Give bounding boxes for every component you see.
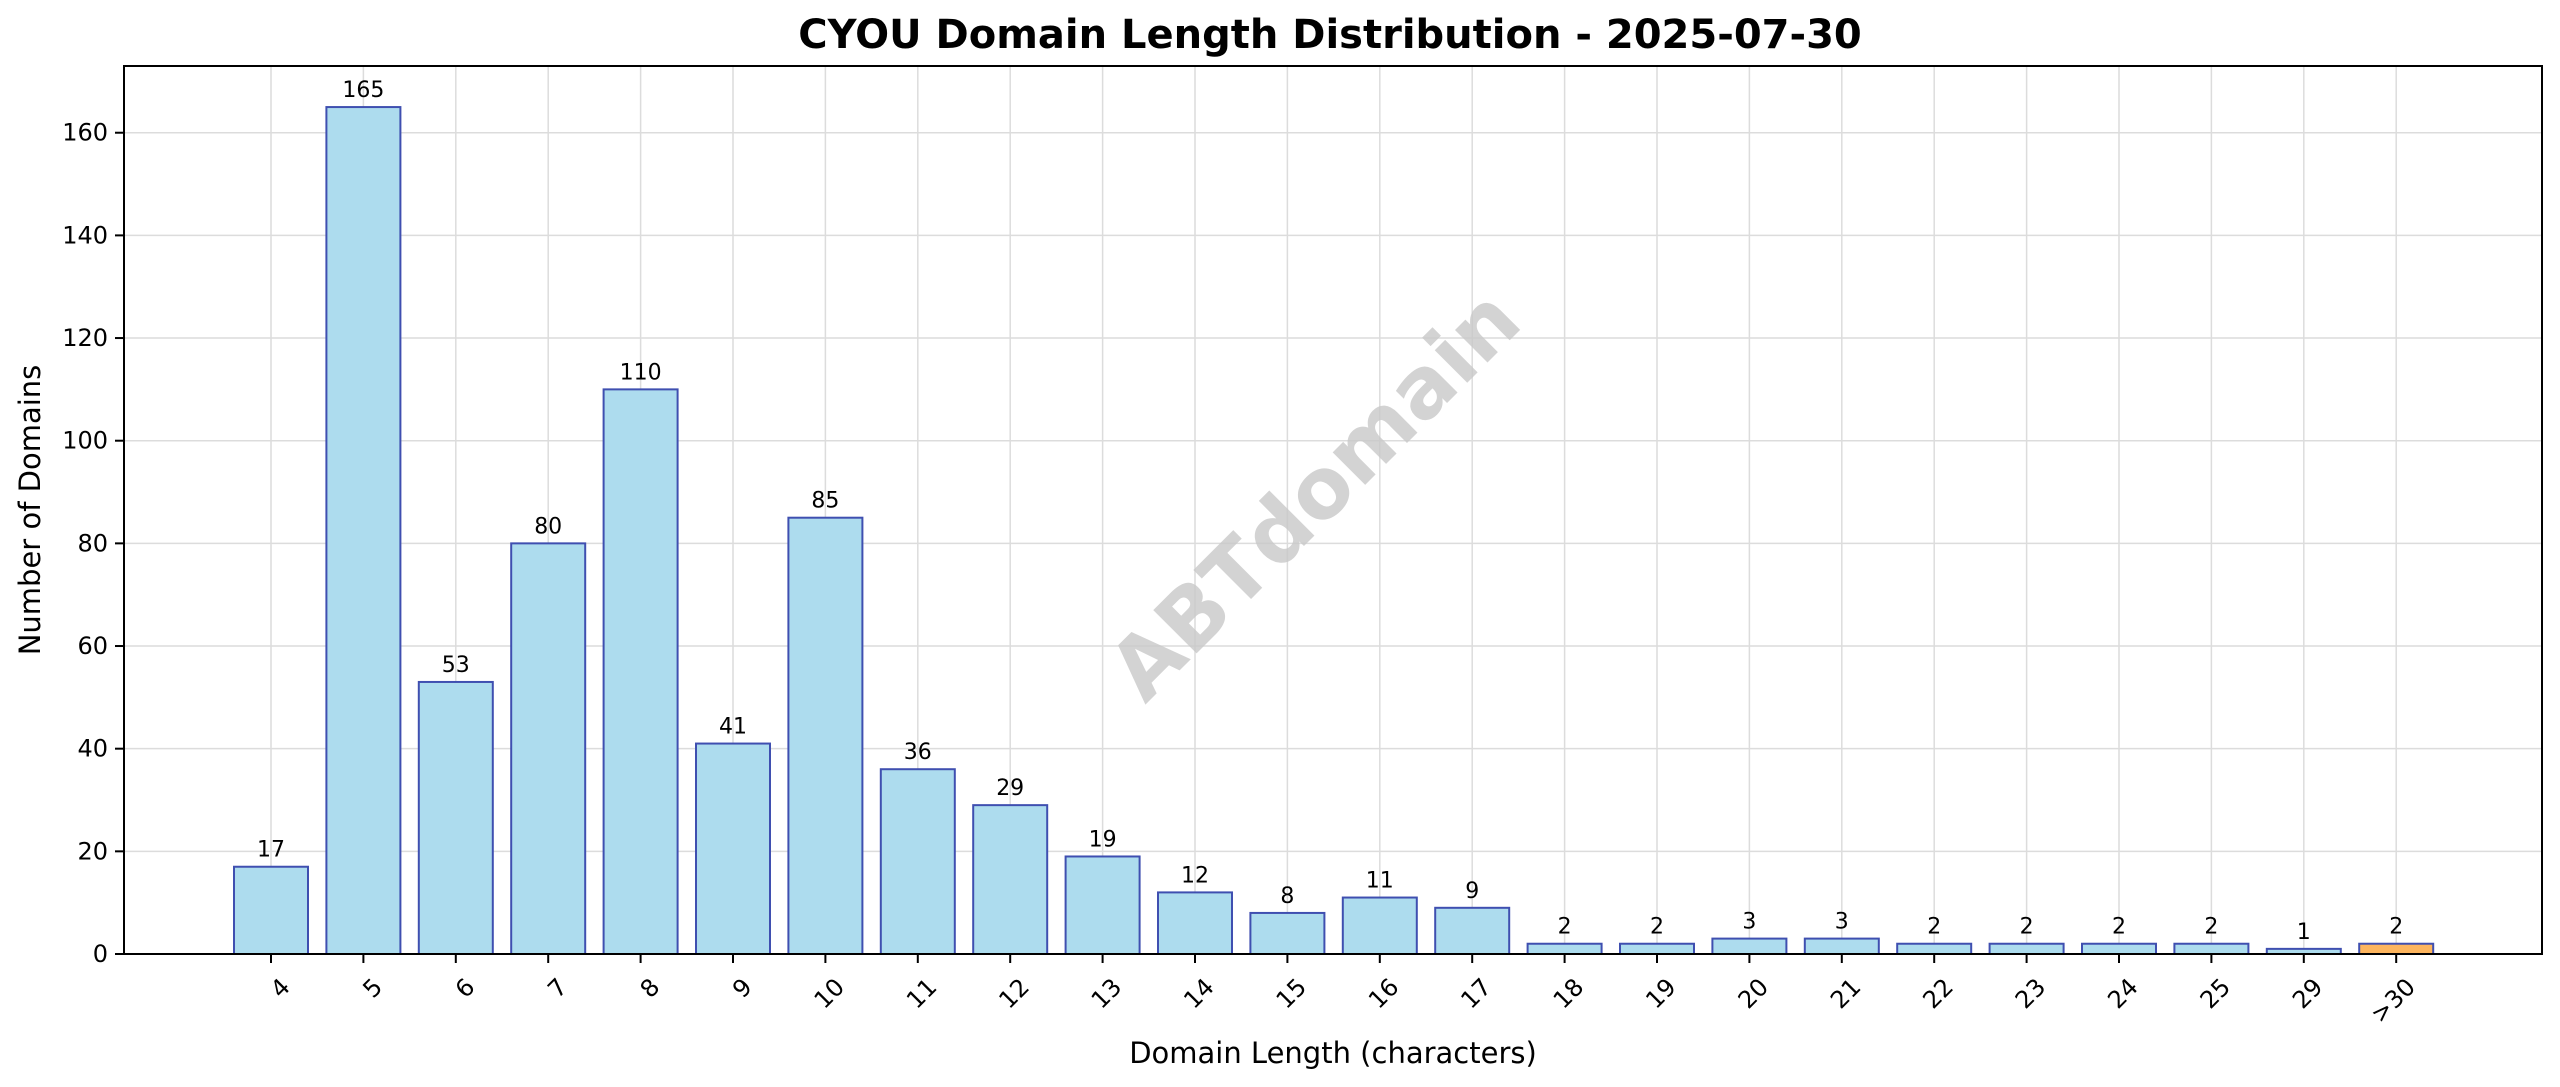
- y-axis-label: Number of Domains: [13, 365, 47, 656]
- data-label: 2: [2020, 915, 2034, 940]
- data-label: 19: [1089, 827, 1117, 852]
- x-tick-label: 6: [450, 973, 481, 1004]
- data-label: 3: [1835, 910, 1849, 935]
- x-tick-label: 8: [635, 973, 666, 1004]
- y-tick-label: 80: [77, 529, 108, 557]
- plot-frame: [123, 65, 2543, 955]
- data-label: 36: [904, 740, 932, 765]
- data-label: 8: [1280, 884, 1294, 909]
- bar: [1526, 942, 1603, 956]
- x-tick-label: 20: [1733, 973, 1774, 1014]
- bar: [2081, 942, 2157, 956]
- bar: [325, 106, 402, 955]
- x-tick-label: 25: [2195, 973, 2236, 1014]
- y-tick-label: 100: [62, 427, 108, 455]
- x-tick-label: >30: [2365, 973, 2421, 1029]
- data-label: 2: [2204, 915, 2218, 940]
- y-tick-label: 60: [77, 632, 108, 660]
- bar: [1157, 891, 1233, 955]
- x-tick-label: 10: [809, 973, 850, 1014]
- x-tick-label: 22: [1917, 973, 1958, 1014]
- data-label: 12: [1181, 863, 1209, 888]
- bar: [510, 542, 587, 955]
- x-tick-label: 11: [901, 973, 942, 1014]
- bar: [879, 768, 956, 955]
- data-label: 3: [1742, 910, 1756, 935]
- data-label: 85: [811, 489, 839, 514]
- x-tick-label: 15: [1271, 973, 1312, 1014]
- bar: [1341, 896, 1418, 956]
- x-tick-label: 5: [357, 973, 388, 1004]
- bar: [1064, 855, 1141, 956]
- data-label: 41: [719, 715, 747, 740]
- x-tick-label: 16: [1363, 973, 1404, 1014]
- y-tick-label: 140: [62, 221, 108, 249]
- data-label: 2: [1927, 915, 1941, 940]
- y-tick-label: 20: [77, 837, 108, 865]
- bar: [1803, 937, 1880, 955]
- y-tick-label: 120: [62, 324, 108, 352]
- data-label: 2: [2389, 915, 2403, 940]
- data-label: 2: [2112, 915, 2126, 940]
- x-tick-label: 12: [993, 973, 1034, 1014]
- bar: [1434, 906, 1511, 955]
- data-label: 11: [1366, 869, 1394, 894]
- bar: [1249, 911, 1326, 955]
- data-label: 1: [2297, 920, 2311, 945]
- bar: [602, 388, 679, 955]
- x-tick-label: 13: [1086, 973, 1127, 1014]
- data-label: 53: [442, 653, 470, 678]
- bar: [233, 865, 309, 955]
- bar: [1896, 942, 1973, 956]
- x-tick-label: 19: [1640, 973, 1681, 1014]
- x-tick-label: 14: [1178, 973, 1219, 1014]
- bar: [2358, 942, 2435, 956]
- bar: [787, 516, 864, 955]
- x-tick-label: 9: [727, 973, 758, 1004]
- bar: [695, 742, 771, 955]
- data-label: 17: [257, 838, 285, 863]
- bar: [417, 680, 494, 955]
- x-axis-label: Domain Length (characters): [1129, 1036, 1537, 1070]
- x-tick-label: 24: [2102, 973, 2143, 1014]
- bar: [1988, 942, 2065, 956]
- x-tick-label: 17: [1455, 973, 1496, 1014]
- y-tick-label: 0: [93, 940, 108, 968]
- x-tick-label: 7: [542, 973, 573, 1004]
- x-tick-label: 4: [265, 973, 296, 1004]
- x-tick-label: 29: [2287, 973, 2328, 1014]
- y-axis: 0 20 40 60 80 100 120 140 160: [62, 119, 124, 968]
- bar: [2173, 942, 2250, 956]
- x-tick-label: 23: [2010, 973, 2051, 1014]
- data-label: 165: [342, 78, 384, 103]
- x-axis: 4 5 6 7 8 9 10 11 12 13 14 15 16 17 18 19 20 21 22 23 24 25 29…: [265, 954, 2421, 1029]
- bar: [972, 804, 1049, 956]
- data-label: 110: [620, 360, 662, 385]
- y-tick-label: 40: [77, 735, 108, 763]
- x-tick-label: 21: [1825, 973, 1866, 1014]
- data-label: 2: [1650, 915, 1664, 940]
- chart-title: CYOU Domain Length Distribution - 2025-0…: [798, 12, 1862, 58]
- bar: [1619, 942, 1695, 956]
- x-tick-label: 18: [1548, 973, 1589, 1014]
- data-label: 80: [534, 514, 562, 539]
- bar: [1711, 937, 1788, 955]
- bars: [233, 106, 2435, 956]
- y-tick-label: 160: [62, 119, 108, 147]
- data-label: 9: [1465, 879, 1479, 904]
- data-label: 29: [996, 776, 1024, 801]
- data-label: 2: [1558, 915, 1572, 940]
